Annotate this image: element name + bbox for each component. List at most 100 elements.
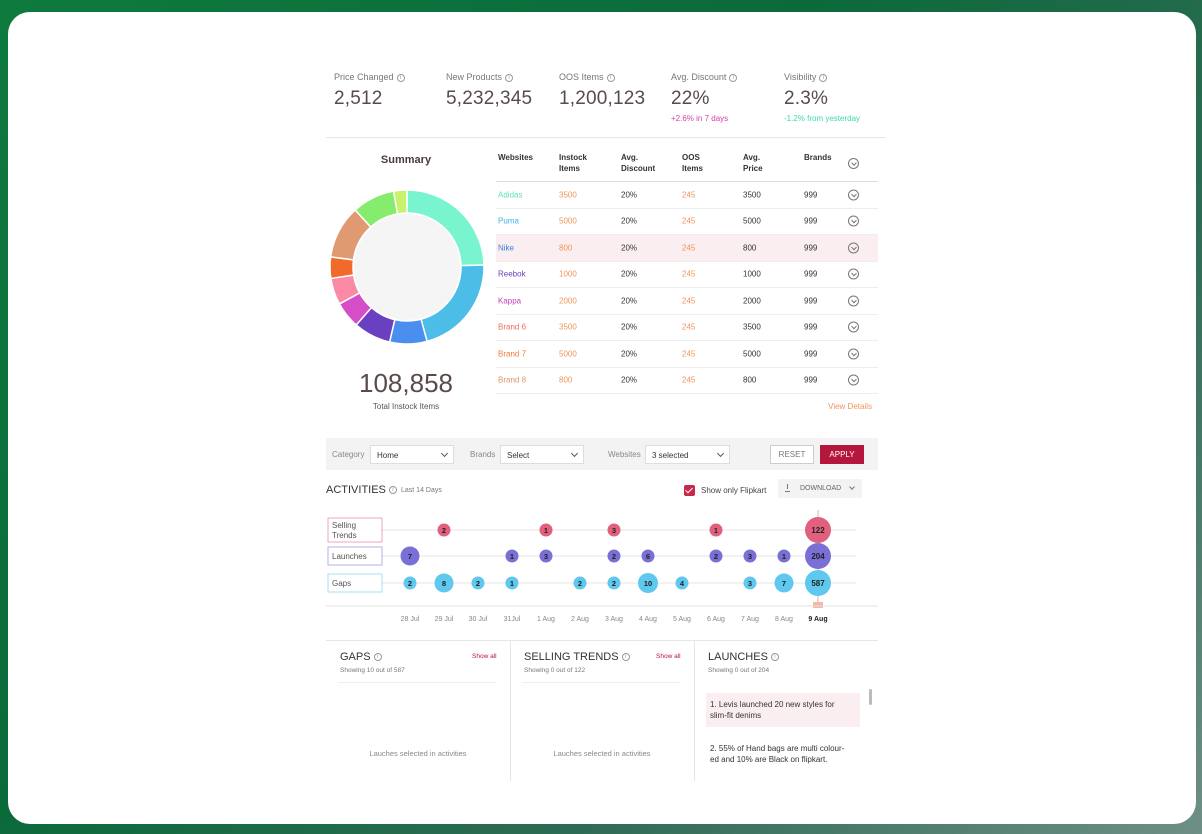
activity-bubble[interactable] [607,549,621,563]
row-download-icon[interactable] [848,295,859,307]
header-instock[interactable]: Instock Items [559,153,588,173]
date-tick-label[interactable]: 6 Aug [707,616,725,623]
timeline-row-label-box[interactable] [327,573,383,593]
scrollbar[interactable] [869,689,872,705]
gaps-show-all-link[interactable]: Show all [472,653,497,660]
oos-cell: 245 [682,349,696,359]
activity-bubble[interactable] [505,576,519,590]
date-tick-label[interactable]: 29 Jul [435,616,454,623]
view-details-link[interactable]: View Details [828,402,872,411]
date-tick-label[interactable]: 4 Aug [639,616,657,623]
timeline-row-label-box[interactable] [327,517,383,543]
activity-bubble[interactable] [805,570,831,596]
table-row[interactable]: Reebok 1000 20% 245 1000 999 [496,262,878,288]
download-all-icon[interactable] [848,158,859,169]
info-icon[interactable]: i [606,73,615,82]
activity-bubble[interactable] [743,549,757,563]
date-tick-label[interactable]: 2 Aug [571,616,589,623]
date-tick-label[interactable]: 9 Aug [808,616,827,623]
website-cell[interactable]: Brand 7 [498,349,527,359]
date-tick-label[interactable]: 8 Aug [775,616,793,623]
info-icon[interactable]: i [819,73,828,82]
table-row[interactable]: Adidas 3500 20% 245 3500 999 [496,182,878,209]
table-row[interactable]: Brand 8 800 20% 245 800 999 [496,368,878,394]
date-tick-label[interactable]: 31Jul [504,616,521,623]
website-cell[interactable]: Puma [498,216,519,226]
table-row[interactable]: Brand 6 3500 20% 245 3500 999 [496,315,878,341]
activity-bubble[interactable] [573,576,587,590]
table-row[interactable]: Puma 5000 20% 245 5000 999 [496,209,878,235]
timeline-row-label-box[interactable] [327,546,383,566]
date-tick-label[interactable]: 7 Aug [741,616,759,623]
info-icon[interactable]: i [373,653,382,662]
info-icon[interactable]: i [396,73,405,82]
row-download-icon[interactable] [848,242,859,254]
show-only-flipkart-label[interactable]: Show only Flipkart [701,486,767,495]
row-download-icon[interactable] [848,189,859,201]
info-icon[interactable]: i [621,653,630,662]
activity-bubble[interactable] [471,576,485,590]
activity-bubble[interactable] [641,549,655,563]
header-websites[interactable]: Websites [498,153,533,162]
activity-bubble[interactable] [403,576,417,590]
apply-button[interactable]: APPLY [820,445,864,464]
donut-segment[interactable] [392,189,408,215]
reset-button[interactable]: RESET [770,445,814,464]
row-download-icon[interactable] [848,268,859,280]
activity-bubble[interactable] [675,576,689,590]
activity-bubble[interactable] [638,573,658,593]
info-icon[interactable]: i [505,73,514,82]
date-tick-label[interactable]: 1 Aug [537,616,555,623]
brands-cell: 999 [804,349,818,359]
activity-bubble[interactable] [607,576,621,590]
donut-segment[interactable] [388,318,428,345]
brands-select[interactable]: Select [500,445,584,464]
category-select[interactable]: Home [370,445,454,464]
launch-item[interactable]: 1. Levis launched 20 new styles for slim… [706,693,860,727]
website-cell[interactable]: Reebok [498,269,526,279]
activity-bubble[interactable] [709,523,723,537]
website-cell[interactable]: Adidas [498,190,523,200]
activity-bubble[interactable] [607,523,621,537]
activity-bubble[interactable] [805,543,831,569]
website-cell[interactable]: Kappa [498,296,522,306]
row-download-icon[interactable] [848,374,859,386]
websites-select[interactable]: 3 selected [645,445,730,464]
table-row[interactable]: Kappa 2000 20% 245 2000 999 [496,288,878,315]
website-cell[interactable]: Brand 8 [498,375,527,385]
row-download-icon[interactable] [848,348,859,360]
activity-bubble[interactable] [400,546,420,566]
header-price[interactable]: Avg. Price [743,153,763,173]
activity-bubble[interactable] [774,573,794,593]
activity-bubble[interactable] [805,517,831,543]
info-icon[interactable]: i [388,486,397,495]
download-button[interactable]: DOWNLOAD [778,479,862,498]
selected-day-handle[interactable] [813,602,823,608]
info-icon[interactable]: i [729,73,738,82]
header-discount[interactable]: Avg. Discount [621,153,656,173]
date-tick-label[interactable]: 3 Aug [605,616,623,623]
launch-item[interactable]: 2. 55% of Hand bags are multi colour-ed … [710,744,845,764]
header-brands[interactable]: Brands [804,153,832,162]
row-download-icon[interactable] [848,215,859,227]
date-tick-label[interactable]: 30 Jul [469,616,488,623]
activity-bubble[interactable] [777,549,791,563]
date-tick-label[interactable]: 5 Aug [673,616,691,623]
activity-bubble[interactable] [505,549,519,563]
date-tick-label[interactable]: 28 Jul [401,616,420,623]
activity-bubble[interactable] [434,573,454,593]
activity-bubble[interactable] [437,523,451,537]
activity-bubble[interactable] [743,576,757,590]
activity-bubble[interactable] [539,549,553,563]
activity-bubble[interactable] [709,549,723,563]
show-only-flipkart-checkbox[interactable] [684,485,695,496]
selling-trends-show-all-link[interactable]: Show all [656,653,681,660]
table-row[interactable]: Nike 800 20% 245 800 999 [496,235,878,262]
table-row[interactable]: Brand 7 5000 20% 245 5000 999 [496,341,878,368]
activity-bubble[interactable] [539,523,553,537]
info-icon[interactable]: i [770,653,779,662]
row-download-icon[interactable] [848,321,859,333]
header-oos[interactable]: OOS Items [682,153,703,173]
website-cell[interactable]: Brand 6 [498,322,527,332]
website-cell[interactable]: Nike [498,243,515,253]
